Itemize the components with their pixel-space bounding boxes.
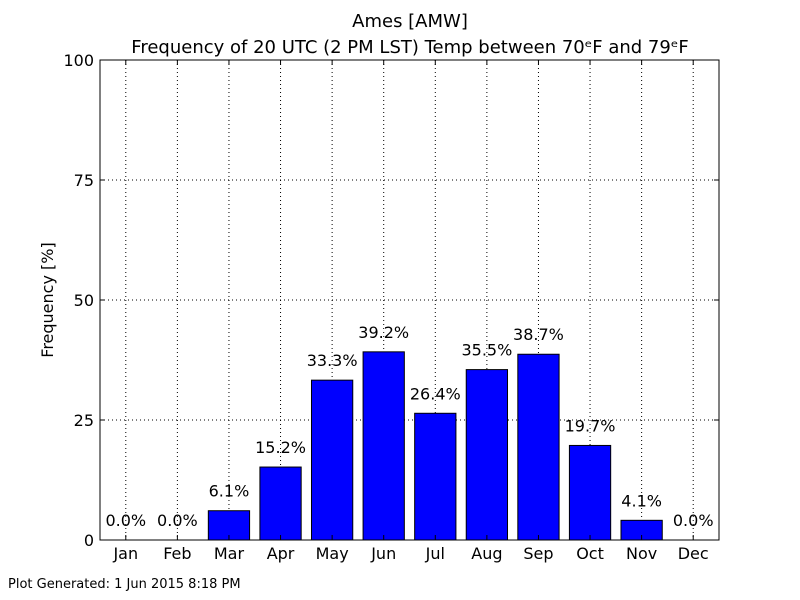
x-tick-label: Jul [425,544,445,563]
x-tick-label: May [316,544,349,563]
bar-apr [259,466,302,541]
plot-generated-footer: Plot Generated: 1 Jun 2015 8:18 PM [8,577,241,592]
chart-title: Ames [AMW] [352,11,468,32]
y-axis-label: Frequency [%] [38,242,57,357]
x-tick-label: Jun [370,544,396,563]
data-label: 15.2% [255,438,306,457]
data-label: 33.3% [307,351,358,370]
data-label: 38.7% [513,325,564,344]
x-tick-label: Aug [471,544,502,563]
y-tick-label: 0 [84,531,94,550]
y-tick-label: 100 [63,51,94,70]
data-label: 19.7% [565,416,616,435]
x-tick-label: Mar [214,544,245,563]
data-label: 39.2% [358,323,409,342]
x-tick-label: Sep [523,544,553,563]
chart-subtitle: Frequency of 20 UTC (2 PM LST) Temp betw… [131,37,688,58]
data-label: 4.1% [621,491,662,510]
data-label: 6.1% [209,482,250,501]
data-labels: 0.0% 0.0% 6.1% 15.2% 33.3%39.2% 26.4% 35.5%38.… [105,323,713,530]
bar-jul [414,412,457,541]
x-tick-label: Jan [112,544,138,563]
data-label: 0.0% [105,511,146,530]
axis-ticks: 0 25 50 75 100 Jan Feb Mar Apr May Jun Jul Aug Sep Oct… [63,51,719,563]
data-label: 26.4% [410,384,461,403]
bar-jun [362,351,405,541]
y-tick-label: 75 [74,171,94,190]
bar-aug [465,369,509,541]
x-tick-label: Oct [576,544,604,563]
x-tick-label: Dec [678,544,709,563]
x-tick-label: Apr [267,544,295,563]
bar-may [310,379,354,541]
bar-oct [568,444,612,541]
x-tick-label: Feb [163,544,191,563]
y-tick-label: 25 [74,411,94,430]
data-label: 0.0% [673,511,714,530]
x-tick-label: Nov [626,544,657,563]
y-tick-label: 50 [74,291,94,310]
bar-sep [517,353,560,541]
data-label: 35.5% [461,341,512,360]
grid [100,60,719,540]
data-label: 0.0% [157,511,198,530]
bars [207,351,663,541]
